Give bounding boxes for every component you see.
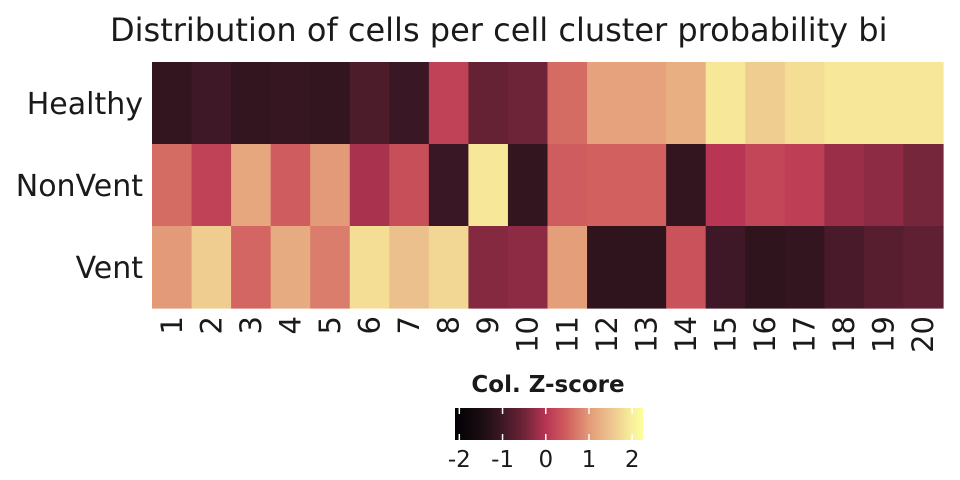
heatmap-cell — [152, 62, 193, 145]
heatmap-cell — [310, 144, 351, 227]
heatmap-cell — [231, 62, 272, 145]
heatmap-cell — [507, 144, 549, 227]
heatmap-cell — [745, 144, 786, 227]
heatmap-cell — [666, 144, 707, 227]
column-label: 17 — [788, 316, 822, 353]
heatmap-cell — [191, 144, 232, 227]
heatmap-cell — [824, 144, 865, 227]
heatmap-cell — [745, 226, 786, 309]
heatmap-cell — [547, 144, 588, 227]
chart-title: Distribution of cells per cell cluster p… — [110, 11, 887, 49]
column-label: 15 — [709, 316, 743, 353]
heatmap-cell — [191, 62, 232, 145]
heatmap-cell — [310, 62, 351, 145]
heatmap-cell — [626, 144, 667, 227]
column-label: 13 — [629, 316, 663, 353]
heatmap-cell — [191, 226, 232, 309]
row-label: Healthy — [27, 87, 143, 122]
heatmap-cell — [705, 144, 746, 227]
heatmap-cell — [863, 226, 905, 309]
row-labels: Healthy NonVent Vent — [16, 87, 143, 286]
column-label: 2 — [194, 316, 228, 334]
row-label: Vent — [76, 251, 144, 286]
column-label: 10 — [511, 316, 545, 353]
heatmap-cell — [507, 226, 549, 309]
heatmap-cell — [587, 62, 628, 145]
heatmap-cell — [349, 62, 390, 145]
column-label: 5 — [313, 316, 347, 334]
column-label: 4 — [273, 316, 307, 334]
heatmap-cell — [231, 144, 272, 227]
colorbar-tick-label: 2 — [625, 447, 640, 473]
heatmap-cell — [270, 62, 311, 145]
column-label: 14 — [669, 316, 703, 353]
heatmap-cell — [547, 226, 588, 309]
heatmap-cell — [824, 226, 865, 309]
column-label: 16 — [748, 316, 782, 353]
heatmap-cell — [863, 144, 905, 227]
heatmap-cell — [468, 62, 509, 145]
heatmap-cell — [428, 62, 469, 145]
heatmap-cell — [784, 226, 825, 309]
colorbar-tick-label: -1 — [491, 447, 514, 473]
column-label: 1 — [155, 316, 189, 334]
heatmap-cell — [389, 62, 430, 145]
heatmap-cell — [152, 226, 193, 309]
heatmap-cell — [903, 144, 944, 227]
column-label: 9 — [471, 316, 505, 334]
heatmap-cell — [468, 144, 509, 227]
heatmap-cell — [428, 226, 469, 309]
heatmap-cell — [310, 226, 351, 309]
heatmap-cell — [784, 144, 825, 227]
colorbar-tick-label: 1 — [582, 447, 597, 473]
column-label: 18 — [827, 316, 861, 353]
column-label: 12 — [590, 316, 624, 353]
heatmap-cell — [231, 226, 272, 309]
heatmap-cell — [152, 144, 193, 227]
colorbar-title: Col. Z-score — [471, 372, 624, 398]
column-labels: 1 2 3 4 5 6 7 8 9 10 11 12 13 14 15 16 17 18 19 20 — [155, 316, 940, 353]
column-label: 6 — [353, 316, 387, 334]
heatmap-cell — [903, 62, 944, 145]
heatmap-cell — [705, 226, 746, 309]
column-label: 11 — [550, 316, 584, 353]
heatmap-cells — [152, 62, 944, 309]
heatmap-cell — [903, 226, 944, 309]
row-label: NonVent — [16, 169, 143, 204]
colorbar-legend: Col. Z-score -2 -1 0 1 2 — [448, 372, 643, 473]
column-label: 8 — [432, 316, 466, 334]
column-label: 7 — [392, 316, 426, 334]
heatmap-cell — [666, 62, 707, 145]
heatmap-cell — [547, 62, 588, 145]
heatmap-cell — [389, 144, 430, 227]
heatmap-cell — [626, 226, 667, 309]
heatmap-cell — [587, 144, 628, 227]
colorbar — [455, 408, 643, 440]
heatmap-cell — [507, 62, 549, 145]
heatmap-cell — [428, 144, 469, 227]
column-label: 19 — [867, 316, 901, 353]
heatmap-cell — [824, 62, 865, 145]
heatmap-cell — [784, 62, 825, 145]
heatmap-cell — [389, 226, 430, 309]
heatmap-cell — [863, 62, 905, 145]
heatmap-cell — [745, 62, 786, 145]
heatmap-cell — [270, 226, 311, 309]
column-label: 20 — [906, 316, 940, 353]
colorbar-tick-label: -2 — [448, 447, 471, 473]
column-label: 3 — [234, 316, 268, 334]
heatmap-cell — [349, 144, 390, 227]
heatmap-cell — [270, 144, 311, 227]
heatmap-cell — [705, 62, 746, 145]
heatmap-cell — [349, 226, 390, 309]
heatmap-cell — [468, 226, 509, 309]
heatmap-cell — [587, 226, 628, 309]
colorbar-ticks: -2 -1 0 1 2 — [448, 408, 640, 473]
colorbar-tick-label: 0 — [538, 447, 553, 473]
heatmap-cell — [666, 226, 707, 309]
heatmap-cell — [626, 62, 667, 145]
